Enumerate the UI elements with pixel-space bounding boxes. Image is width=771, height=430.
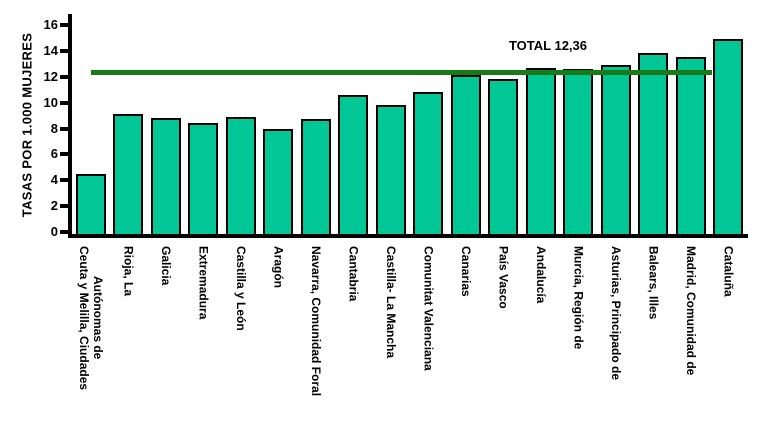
y-tick-mark: [60, 152, 68, 157]
category-label: Cantabria: [346, 246, 361, 302]
y-tick-mark: [60, 23, 68, 27]
bar: [713, 39, 744, 236]
y-tick-label: 14: [43, 42, 58, 58]
y-tick-label: 4: [50, 172, 58, 188]
bar: [525, 67, 556, 236]
bar: [263, 128, 294, 236]
bar: [75, 173, 106, 236]
bar: [300, 119, 331, 236]
bar: [188, 123, 219, 236]
bar: [488, 79, 519, 236]
x-axis-line: [68, 234, 748, 238]
bar: [375, 105, 406, 236]
y-tick-label: 10: [43, 94, 58, 110]
category-label: Murcia, Región de: [571, 246, 586, 350]
category-label: Cataluña: [721, 246, 736, 297]
bar: [675, 57, 706, 236]
category-label: Ceuta y Melilla, Ciudades Autónomas de: [76, 246, 105, 391]
y-tick-mark: [60, 204, 68, 209]
category-label: Aragón: [271, 246, 286, 288]
bar: [563, 68, 594, 236]
y-tick-mark: [60, 48, 68, 53]
bar: [225, 116, 256, 236]
category-label: Canarias: [458, 246, 473, 297]
category-label: Rioja, La: [121, 246, 136, 297]
y-tick-label: 2: [50, 198, 58, 214]
y-tick-mark: [60, 126, 68, 131]
category-label: País Vasco: [496, 246, 511, 309]
total-reference-label: TOTAL 12,36: [508, 38, 588, 53]
y-axis-line: [68, 14, 72, 238]
y-tick-mark: [60, 178, 68, 183]
bar: [413, 92, 444, 236]
bar: [450, 75, 481, 236]
y-tick-label: 12: [43, 68, 58, 84]
bar: [338, 94, 369, 236]
category-label: Andalucía: [533, 246, 548, 304]
y-tick-mark: [60, 230, 68, 234]
category-label: Asturias, Principado de: [608, 246, 623, 381]
bar: [638, 53, 669, 236]
y-tick-label: 0: [50, 224, 58, 239]
bar: [150, 118, 181, 236]
y-tick-label: 16: [43, 17, 58, 32]
bar: [113, 114, 144, 236]
y-tick-mark: [60, 74, 68, 79]
category-label: Castilla y León: [233, 246, 248, 331]
category-label: Madrid, Comunidad de: [683, 246, 698, 376]
category-label: Castilla- La Mancha: [383, 246, 398, 359]
bar: [600, 65, 631, 236]
category-label: Navarra, Comunidad Foral: [308, 246, 323, 397]
category-label: Galicia: [158, 246, 173, 286]
category-label: Balears, Illes: [646, 246, 661, 320]
category-label: Extremadura: [196, 246, 211, 320]
category-label: Comunitat Valenciana: [421, 246, 436, 371]
y-tick-label: 8: [50, 120, 58, 136]
y-tick-label: 6: [50, 146, 58, 162]
y-tick-mark: [60, 100, 68, 105]
total-reference-line: [91, 70, 712, 76]
